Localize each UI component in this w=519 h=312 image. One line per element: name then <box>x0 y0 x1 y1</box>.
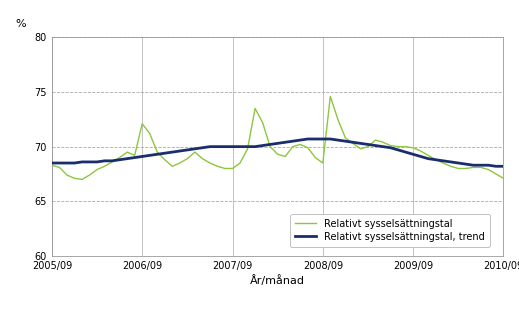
Relativt sysselsättningstal <box>327 95 333 98</box>
Text: %: % <box>16 19 26 29</box>
Relativt sysselsättningstal <box>335 117 341 121</box>
Line: Relativt sysselsättningstal: Relativt sysselsättningstal <box>52 96 503 179</box>
Relativt sysselsättningstal, trend <box>139 155 145 158</box>
Relativt sysselsättningstal, trend <box>327 137 333 141</box>
X-axis label: År/månad: År/månad <box>250 275 305 286</box>
Relativt sysselsättningstal, trend <box>290 139 296 143</box>
Relativt sysselsättningstal <box>214 164 221 168</box>
Relativt sysselsättningstal <box>146 132 153 135</box>
Relativt sysselsättningstal, trend <box>154 152 160 156</box>
Relativt sysselsättningstal <box>49 163 55 167</box>
Relativt sysselsättningstal, trend <box>207 145 213 149</box>
Relativt sysselsättningstal, trend <box>493 164 499 168</box>
Relativt sysselsättningstal <box>500 177 507 180</box>
Relativt sysselsättningstal, trend <box>305 137 311 141</box>
Legend: Relativt sysselsättningstal, Relativt sysselsättningstal, trend: Relativt sysselsättningstal, Relativt sy… <box>290 214 489 246</box>
Relativt sysselsättningstal <box>79 178 85 181</box>
Relativt sysselsättningstal, trend <box>447 160 454 164</box>
Relativt sysselsättningstal, trend <box>49 161 55 165</box>
Relativt sysselsättningstal, trend <box>500 164 507 168</box>
Relativt sysselsättningstal <box>297 143 303 146</box>
Relativt sysselsättningstal <box>455 167 461 170</box>
Relativt sysselsättningstal <box>162 158 168 162</box>
Line: Relativt sysselsättningstal, trend: Relativt sysselsättningstal, trend <box>52 139 503 166</box>
